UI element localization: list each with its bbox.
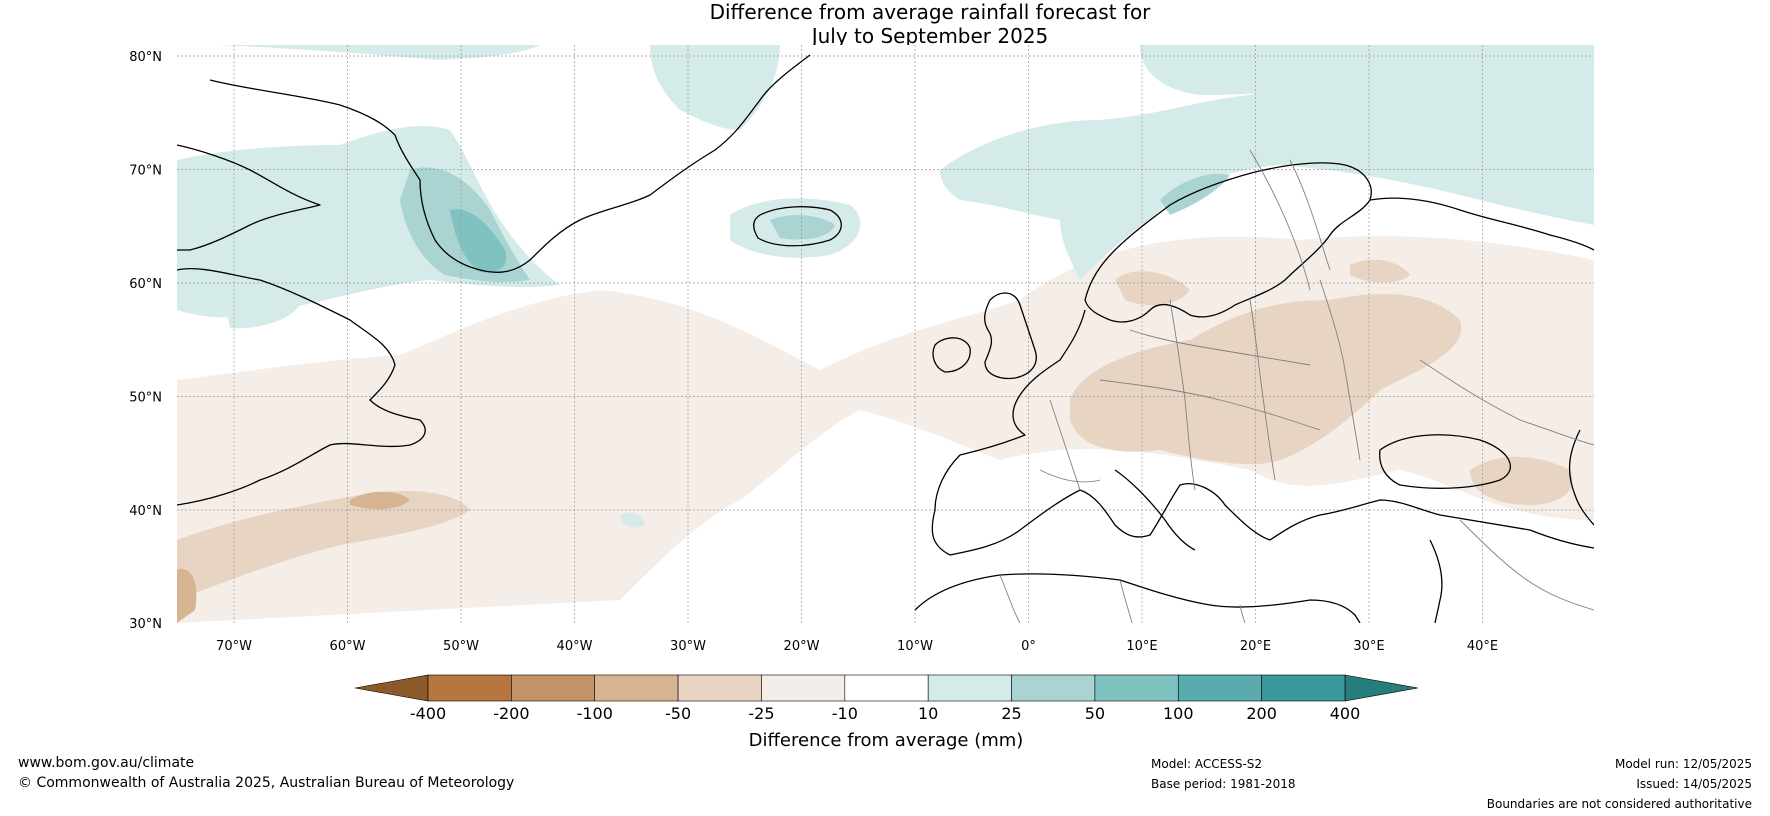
coast-iceland [753,206,842,247]
colorbar-tick-label: -50 [665,704,691,723]
coast-north-africa [914,573,1361,623]
colorbar-title: Difference from average (mm) [749,730,1024,751]
lon-label: 0° [1021,639,1036,654]
lon-label: 70°W [216,639,252,654]
wet-region-small-atl [620,513,645,528]
country-borders [999,149,1594,623]
colorbar-bin [1094,674,1179,702]
dry-region-sw-corner [177,569,197,623]
coast-ireland [932,337,971,373]
colorbar: -400 -200 -100 -50 -25 -10 10 25 50 100 200 400 Dif… [354,674,1419,751]
coast-levant [1429,539,1443,623]
colorbar-tick-label: -25 [748,704,774,723]
lon-label: 60°W [330,639,366,654]
dry-region-europe [1070,294,1462,465]
coast-russia-north [1369,197,1594,251]
colorbar-bin [1261,674,1346,702]
lon-label: 40°E [1467,639,1498,654]
coast-baffin [177,144,321,251]
footer-website[interactable]: www.bom.gov.au/climate [18,755,195,771]
coast-labrador [177,267,426,506]
footer-model: Model: ACCESS-S2 [1151,757,1263,771]
coast-greenland [209,54,811,273]
colorbar-bin [427,674,512,702]
dry-region-finland [1350,259,1410,283]
colorbar-bin [844,674,929,702]
anomaly-shading [177,45,1594,623]
coast-britain [984,292,1037,380]
lon-label: 10°E [1126,639,1157,654]
lon-label: 10°W [897,639,933,654]
lat-label: 40°N [129,504,162,519]
colorbar-bin [677,674,762,702]
colorbar-tick-label: -10 [832,704,858,723]
dry-region-baltic [1115,271,1190,306]
colorbar-max-arrow [1344,674,1419,702]
footer-base-period: Base period: 1981-2018 [1151,777,1296,791]
colorbar-bin [1177,674,1262,702]
wet-region-arctic-north [220,45,540,60]
title-line-2: July to September 2025 [811,24,1049,48]
footer-model-run: Model run: 12/05/2025 [1614,757,1752,771]
footer-disclaimer: Boundaries are not considered authoritat… [1486,797,1752,811]
latitude-labels: 80°N 70°N 60°N 50°N 40°N 30°N [129,50,162,632]
dry-region-sw-atlantic [177,490,470,600]
lon-label: 20°W [784,639,820,654]
colorbar-tick-label: 50 [1085,704,1105,723]
colorbar-bin [927,674,1012,702]
lat-label: 50°N [129,391,162,406]
wet-region-greenland-sea [650,45,780,130]
colorbar-tick-label: -200 [493,704,529,723]
lon-label: 50°W [443,639,479,654]
lat-label: 60°N [129,277,162,292]
title-line-1: Difference from average rainfall forecas… [709,0,1151,24]
lon-label: 20°E [1240,639,1271,654]
coast-europe-west [931,309,1086,556]
lat-label: 30°N [129,617,162,632]
colorbar-bin [761,674,846,702]
colorbar-tick-label: -100 [577,704,613,723]
colorbar-min-arrow [354,674,429,702]
wet-region-arctic [940,60,1594,280]
colorbar-bin [1011,674,1096,702]
longitude-labels: 70°W 60°W 50°W 40°W 30°W 20°W 10°W 0° 10… [216,639,1498,654]
wet-region-norway-mid [1160,173,1230,215]
colorbar-bin [594,674,679,702]
colorbar-tick-label: 200 [1246,704,1277,723]
coastlines [177,54,1594,623]
wet-region-labrador [225,293,300,329]
colorbar-tick-label: 10 [918,704,938,723]
dry-region-black-sea [1470,456,1573,505]
footer-copyright: © Commonwealth of Australia 2025, Austra… [18,775,515,791]
footer-issued: Issued: 14/05/2025 [1636,777,1752,791]
colorbar-bin [511,674,596,702]
coast-caspian [1568,429,1594,526]
colorbar-tick-label: 100 [1163,704,1194,723]
coast-black-sea [1379,434,1512,489]
colorbar-tick-label: 25 [1001,704,1021,723]
wet-region-iceland-mid [770,215,835,240]
coast-mediterranean-north [949,483,1594,556]
lon-label: 40°W [557,639,593,654]
coast-italy [1114,469,1196,551]
lon-label: 30°E [1353,639,1384,654]
dry-region-sw-atlantic-dark [350,491,410,510]
lon-label: 30°W [670,639,706,654]
wet-region-svalbard [1140,45,1594,95]
lat-label: 80°N [129,50,162,65]
chart-title: Difference from average rainfall forecas… [0,0,1770,48]
colorbar-tick-label: 400 [1330,704,1361,723]
colorbar-tick-label: -400 [410,704,446,723]
coast-scandinavia [1084,162,1372,323]
lat-label: 70°N [129,164,162,179]
wet-region-greenland-dark [450,209,507,273]
